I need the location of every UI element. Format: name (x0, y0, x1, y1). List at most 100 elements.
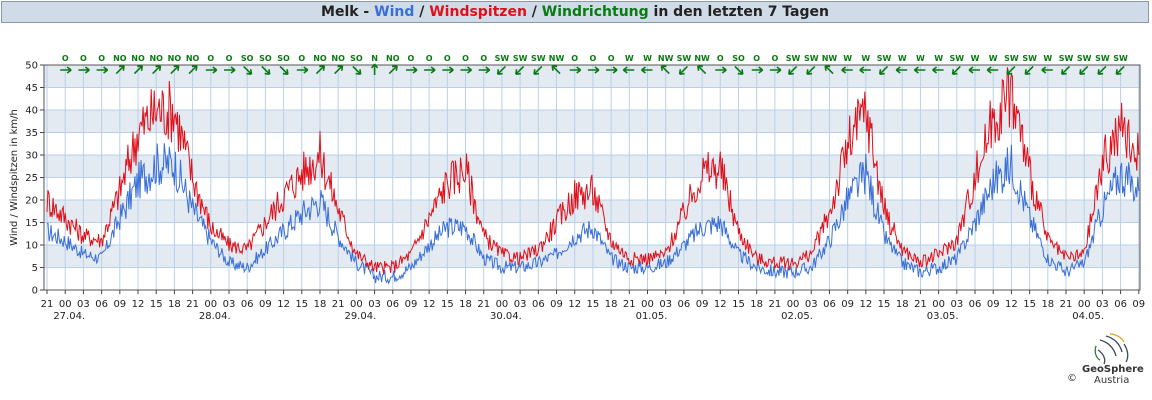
direction-label: W (843, 54, 852, 63)
direction-label: SW (1095, 54, 1110, 63)
direction-arrow-icon (205, 66, 218, 74)
x-tick-label: 21 (623, 299, 636, 310)
direction-arrow-icon (913, 66, 926, 74)
direction-arrow-icon (224, 66, 236, 74)
direction-arrow-icon (606, 66, 618, 74)
x-tick-label: 12 (714, 299, 727, 310)
direction-label: W (1043, 54, 1052, 63)
direction-arrow-icon (243, 65, 253, 76)
direction-arrow-icon (296, 66, 309, 74)
x-tick-label: 18 (605, 299, 618, 310)
date-label: 02.05. (781, 311, 813, 322)
direction-arrow-icon (496, 65, 507, 76)
title-sep-2: / (414, 4, 430, 20)
x-tick-label: 09 (550, 299, 563, 310)
direction-label: O (480, 54, 487, 63)
date-label: 03.05. (927, 311, 959, 322)
title-suffix: in den letzten 7 Tagen (648, 4, 829, 20)
direction-arrow-icon (424, 66, 436, 74)
band-5-10 (44, 245, 1140, 268)
direction-label: SW (1004, 54, 1019, 63)
direction-label: SW (950, 54, 965, 63)
x-tick-label: 00 (59, 299, 72, 310)
x-tick-label: 15 (441, 299, 454, 310)
direction-arrow-icon (622, 66, 635, 74)
x-tick-label: 12 (568, 299, 581, 310)
y-tick-label: 50 (25, 61, 38, 72)
direction-label: O (590, 54, 597, 63)
direction-arrow-icon (859, 66, 871, 74)
x-tick-label: 06 (678, 299, 691, 310)
direction-label: NO (186, 54, 200, 63)
direction-label: O (98, 54, 105, 63)
direction-arrow-icon (188, 64, 198, 75)
logo-subtitle: Austria (1094, 375, 1130, 386)
x-tick-label: 09 (405, 299, 418, 310)
y-tick-label: 40 (25, 106, 38, 117)
y-tick-label: 5 (32, 263, 38, 274)
x-tick-label: 18 (750, 299, 763, 310)
x-tick-label: 00 (787, 299, 800, 310)
direction-label: SO (259, 54, 272, 63)
direction-arrow-icon (678, 65, 689, 76)
direction-arrow-icon (370, 63, 379, 75)
x-tick-label: 09 (113, 299, 126, 310)
title-sep-3: / (526, 4, 542, 20)
x-tick-label: 00 (350, 299, 363, 310)
direction-arrow-icon (551, 64, 561, 75)
x-tick-label: 12 (423, 299, 436, 310)
direction-arrow-icon (60, 66, 72, 74)
direction-arrow-icon (751, 66, 764, 74)
x-tick-label: 09 (696, 299, 709, 310)
x-tick-label: 21 (186, 299, 199, 310)
x-tick-label: 21 (41, 299, 54, 310)
direction-label: O (80, 54, 87, 63)
direction-label: W (971, 54, 980, 63)
series-line-gust (46, 67, 1140, 275)
direction-label: O (426, 54, 433, 63)
direction-label: W (898, 54, 907, 63)
direction-label: SO (277, 54, 290, 63)
direction-arrow-icon (1079, 65, 1089, 76)
x-tick-label: 00 (204, 299, 217, 310)
x-tick-label: 18 (459, 299, 472, 310)
x-tick-label: 00 (641, 299, 654, 310)
direction-arrow-icon (1024, 65, 1034, 76)
direction-label: SW (1022, 54, 1037, 63)
x-tick-label: 06 (95, 299, 108, 310)
direction-arrow-icon (1115, 65, 1125, 76)
direction-label: SO (241, 54, 254, 63)
direction-label: SO (350, 54, 363, 63)
y-tick-label: 10 (25, 241, 38, 252)
direction-label: N (371, 54, 378, 63)
direction-label: W (861, 54, 870, 63)
direction-label: SW (804, 54, 819, 63)
series-line-wind (46, 143, 1140, 285)
direction-arrow-icon (261, 65, 271, 76)
direction-arrow-icon (734, 65, 744, 76)
direction-arrow-icon (715, 66, 727, 74)
direction-label: O (753, 54, 760, 63)
direction-arrow-icon (133, 64, 144, 75)
title-station: Melk (321, 4, 359, 20)
direction-arrow-icon (279, 65, 289, 76)
direction-arrow-icon (515, 65, 525, 76)
x-tick-label: 06 (532, 299, 545, 310)
direction-label: O (608, 54, 615, 63)
direction-arrow-icon (841, 66, 853, 74)
direction-label: O (571, 54, 578, 63)
direction-arrow-icon (769, 66, 782, 74)
x-tick-label: 06 (241, 299, 254, 310)
x-tick-label: 12 (277, 299, 290, 310)
chart-title: Melk - Wind / Windspitzen / Windrichtung… (1, 1, 1149, 23)
direction-arrow-icon (569, 66, 582, 74)
direction-label: NO (168, 54, 182, 63)
direction-arrow-icon (641, 66, 653, 74)
x-tick-label: 21 (332, 299, 345, 310)
x-tick-label: 15 (587, 299, 600, 310)
y-tick-label: 30 (25, 151, 38, 162)
plot-border (43, 64, 1141, 291)
direction-label: NO (313, 54, 327, 63)
x-tick-label: 00 (1078, 299, 1091, 310)
direction-arrow-icon (1041, 66, 1053, 74)
